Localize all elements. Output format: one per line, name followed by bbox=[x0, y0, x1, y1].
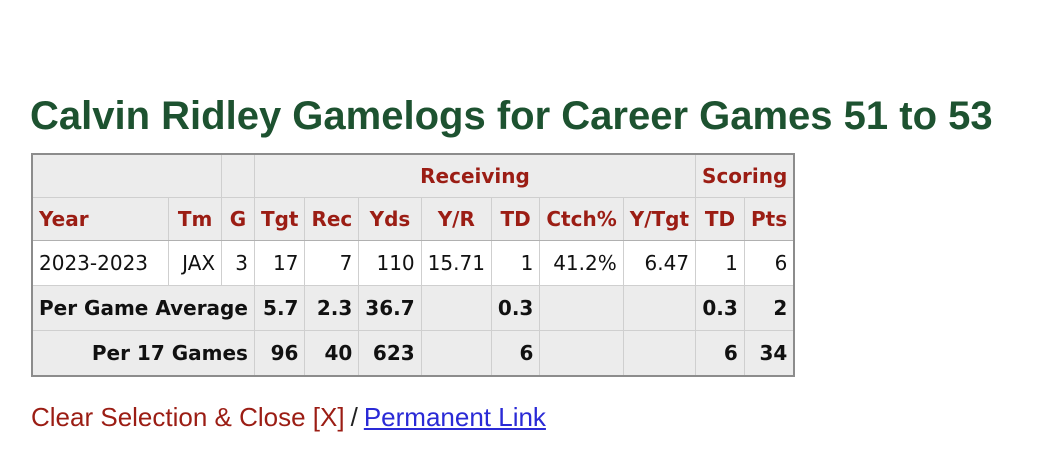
cell-yds: 110 bbox=[358, 240, 422, 286]
page-title: Calvin Ridley Gamelogs for Career Games … bbox=[30, 94, 993, 138]
cell-td: 1 bbox=[490, 240, 540, 286]
per-game-average-row: Per Game Average 5.7 2.3 36.7 0.3 0.3 2 bbox=[31, 285, 795, 331]
col-scoring-td[interactable]: TD bbox=[695, 197, 745, 241]
col-tgt[interactable]: Tgt bbox=[253, 197, 305, 241]
per-game-label: Per Game Average bbox=[31, 285, 255, 331]
per-game-tgt: 5.7 bbox=[253, 285, 305, 331]
col-g[interactable]: G bbox=[221, 197, 255, 241]
per-17-td: 6 bbox=[490, 330, 540, 376]
per-17-games-row: Per 17 Games 96 40 623 6 6 34 bbox=[31, 330, 795, 376]
col-tm[interactable]: Tm bbox=[168, 197, 222, 241]
per-17-tgt: 96 bbox=[253, 330, 305, 376]
group-receiving: Receiving bbox=[253, 154, 696, 198]
per-game-pts: 2 bbox=[743, 285, 795, 331]
permanent-link[interactable]: Permanent Link bbox=[363, 402, 546, 432]
per-game-rec: 2.3 bbox=[304, 285, 359, 331]
col-ctch[interactable]: Ctch% bbox=[539, 197, 624, 241]
clear-selection-link[interactable]: Clear Selection & Close [X] bbox=[31, 402, 345, 432]
per-17-ctch bbox=[539, 330, 624, 376]
col-rec[interactable]: Rec bbox=[304, 197, 359, 241]
cell-pts: 6 bbox=[743, 240, 795, 286]
cell-rec: 7 bbox=[304, 240, 359, 286]
per-17-ytgt bbox=[622, 330, 696, 376]
per-17-pts: 34 bbox=[743, 330, 795, 376]
over-header-row: Receiving Scoring bbox=[31, 154, 795, 198]
link-separator: / bbox=[350, 402, 358, 432]
per-17-yds: 623 bbox=[358, 330, 422, 376]
per-game-scoring-td: 0.3 bbox=[695, 285, 745, 331]
gamelog-table: Receiving Scoring Year Tm G Tgt Rec Yds … bbox=[31, 153, 796, 377]
per-17-yr bbox=[420, 330, 492, 376]
cell-year: 2023-2023 bbox=[31, 240, 169, 286]
col-yds[interactable]: Yds bbox=[358, 197, 422, 241]
per-game-td: 0.3 bbox=[490, 285, 540, 331]
cell-g: 3 bbox=[221, 240, 255, 286]
cell-tgt: 17 bbox=[253, 240, 305, 286]
group-scoring: Scoring bbox=[695, 154, 795, 198]
per-game-ytgt bbox=[622, 285, 696, 331]
per-game-ctch bbox=[539, 285, 624, 331]
footer-links: Clear Selection & Close [X] / Permanent Li… bbox=[31, 402, 546, 433]
per-game-yds: 36.7 bbox=[358, 285, 422, 331]
table-row: 2023-2023 JAX 3 17 7 110 15.71 1 41.2% 6… bbox=[31, 240, 795, 286]
per-17-scoring-td: 6 bbox=[695, 330, 745, 376]
over-header-blank-g bbox=[221, 154, 255, 198]
cell-ytgt: 6.47 bbox=[622, 240, 696, 286]
col-yr[interactable]: Y/R bbox=[420, 197, 492, 241]
col-td[interactable]: TD bbox=[490, 197, 540, 241]
cell-ctch: 41.2% bbox=[539, 240, 624, 286]
over-header-blank bbox=[31, 154, 222, 198]
col-pts[interactable]: Pts bbox=[743, 197, 795, 241]
cell-tm: JAX bbox=[168, 240, 222, 286]
per-17-label: Per 17 Games bbox=[31, 330, 255, 376]
col-ytgt[interactable]: Y/Tgt bbox=[622, 197, 696, 241]
cell-yr: 15.71 bbox=[420, 240, 492, 286]
column-header-row: Year Tm G Tgt Rec Yds Y/R TD Ctch% Y/Tgt… bbox=[31, 197, 795, 241]
cell-scoring-td: 1 bbox=[695, 240, 745, 286]
per-game-yr bbox=[420, 285, 492, 331]
per-17-rec: 40 bbox=[304, 330, 359, 376]
col-year[interactable]: Year bbox=[31, 197, 169, 241]
